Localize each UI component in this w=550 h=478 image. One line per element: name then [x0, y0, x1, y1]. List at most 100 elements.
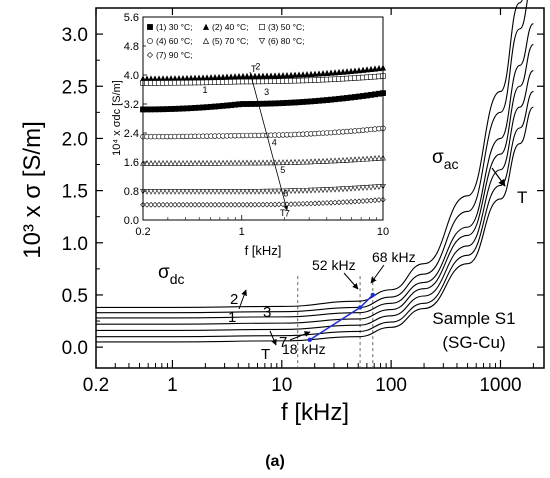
inset-data-point	[192, 201, 198, 208]
inset-data-point	[312, 200, 318, 207]
inset-data-point	[372, 184, 378, 191]
main-y-tick-label: 1.0	[62, 234, 88, 255]
sigma-ac-label: σac	[432, 147, 459, 172]
inset-data-point	[264, 188, 270, 195]
inset-data-point	[228, 159, 234, 166]
inset-data-point	[308, 158, 314, 165]
inset-x-tick-label: 10	[377, 226, 389, 238]
inset-data-point	[304, 158, 310, 165]
inset-temperature-label-bottom: T	[280, 208, 286, 218]
inset-data-point	[232, 201, 238, 208]
inset-y-tick-label: 4.8	[124, 41, 139, 53]
inset-series-7	[140, 196, 386, 208]
inset-legend-label: (1) 30 °C;	[156, 22, 192, 32]
inset-data-point	[276, 201, 282, 208]
inset-data-point	[184, 159, 190, 166]
inset-data-point	[311, 70, 319, 77]
inset-data-point	[375, 64, 383, 72]
inset-legend-marker	[147, 24, 153, 30]
inset-data-point	[343, 68, 351, 75]
inset-data-point	[152, 201, 158, 208]
critical-frequency-point	[307, 337, 312, 343]
inset-data-point	[248, 189, 254, 195]
inset-data-point	[212, 201, 218, 208]
main-curve-label-1: 1	[228, 309, 236, 326]
inset-data-point	[212, 189, 218, 195]
main-label-2-arrow	[238, 289, 247, 310]
inset-data-point	[212, 159, 218, 166]
inset-data-point	[156, 160, 162, 166]
inset-legend-marker	[147, 38, 153, 44]
inset-data-point	[148, 201, 154, 208]
inset-data-point	[304, 200, 310, 207]
inset-data-point	[228, 201, 234, 208]
inset-data-point	[344, 186, 350, 192]
inset-data-point	[360, 155, 366, 162]
inset-curve-label: 4	[272, 138, 277, 148]
main-series-line-2	[96, 0, 523, 309]
inset-data-point	[275, 72, 283, 79]
main-temperature-arrow-bottom	[269, 330, 277, 346]
inset-x-axis-label: f [kHz]	[245, 243, 282, 258]
inset-data-point	[255, 72, 263, 79]
inset-data-point	[236, 159, 242, 166]
inset-data-point	[192, 159, 198, 166]
inset-data-point	[284, 159, 290, 165]
inset-legend-label: (5) 70 °C;	[212, 36, 248, 46]
main-series-line-7	[95, 106, 534, 343]
inset-data-point	[340, 199, 346, 205]
main-temperature-label-bottom: T	[261, 346, 270, 363]
inset-series-group	[139, 64, 387, 208]
inset-data-point	[172, 159, 178, 166]
main-curve-label-7: 7	[279, 334, 287, 351]
inset-temperature-arrow	[249, 71, 289, 211]
main-x-tick-label: 0.2	[83, 375, 109, 396]
inset-data-point	[244, 189, 250, 195]
inset-y-tick-label: 1.6	[124, 157, 139, 169]
inset-data-point	[340, 186, 346, 193]
inset-y-tick-label: 5.6	[124, 12, 139, 24]
sigma-ac-subscript: ac	[444, 156, 459, 172]
inset-data-point	[364, 185, 370, 191]
inset-data-point	[303, 71, 311, 78]
inset-curve-label: 5	[280, 165, 285, 175]
inset-data-point	[320, 157, 326, 164]
main-temperature-arrow-top	[491, 167, 506, 187]
inset-data-point	[252, 188, 258, 195]
main-series-line-1	[95, 23, 534, 319]
sample-label-line1: Sample S1	[432, 309, 515, 328]
inset-data-point	[327, 69, 335, 76]
main-temperature-label-top: T	[517, 188, 527, 207]
inset-data-point	[352, 198, 358, 205]
inset-data-point	[188, 159, 194, 166]
inset-data-point	[144, 201, 150, 208]
inset-data-point	[363, 66, 371, 73]
main-y-axis: 0.0 0.5 1.0 1.5 2.0 2.5 3.0	[62, 25, 544, 359]
inset-x-tick-label: 0.2	[135, 226, 150, 238]
inset-data-point	[224, 189, 230, 195]
inset-data-point	[220, 189, 226, 195]
inset-curve-labels: 1 2 3 4 5 6 7	[203, 62, 290, 219]
inset-data-point	[339, 68, 347, 75]
inset-data-point	[296, 201, 302, 207]
inset-data-point	[280, 159, 286, 165]
inset-chart: 0.0 0.8 1.6 2.4 3.2 4.0 4.8 5.6 0.2 1 10 (1) 30 °…	[111, 12, 389, 258]
inset-data-point	[295, 71, 303, 78]
freq-52-label: 52 kHz	[312, 257, 356, 273]
inset-data-point	[360, 198, 366, 204]
inset-data-point	[324, 187, 330, 193]
inset-data-point	[360, 185, 366, 192]
inset-data-point	[216, 159, 222, 166]
inset-data-point	[368, 155, 374, 162]
main-y-tick-label: 3.0	[62, 25, 88, 46]
inset-y-tick-label: 0.0	[124, 215, 139, 227]
inset-curve-label: 3	[264, 87, 269, 97]
main-x-axis-label: f [kHz]	[281, 399, 349, 426]
main-y-tick-label: 1.5	[62, 182, 88, 203]
main-x-tick-label: 100	[375, 375, 407, 396]
inset-data-point	[376, 154, 382, 161]
inset-data-point	[348, 185, 354, 192]
inset-data-point	[168, 201, 174, 208]
freq-68-arrow	[370, 264, 385, 284]
inset-data-point	[164, 201, 170, 208]
